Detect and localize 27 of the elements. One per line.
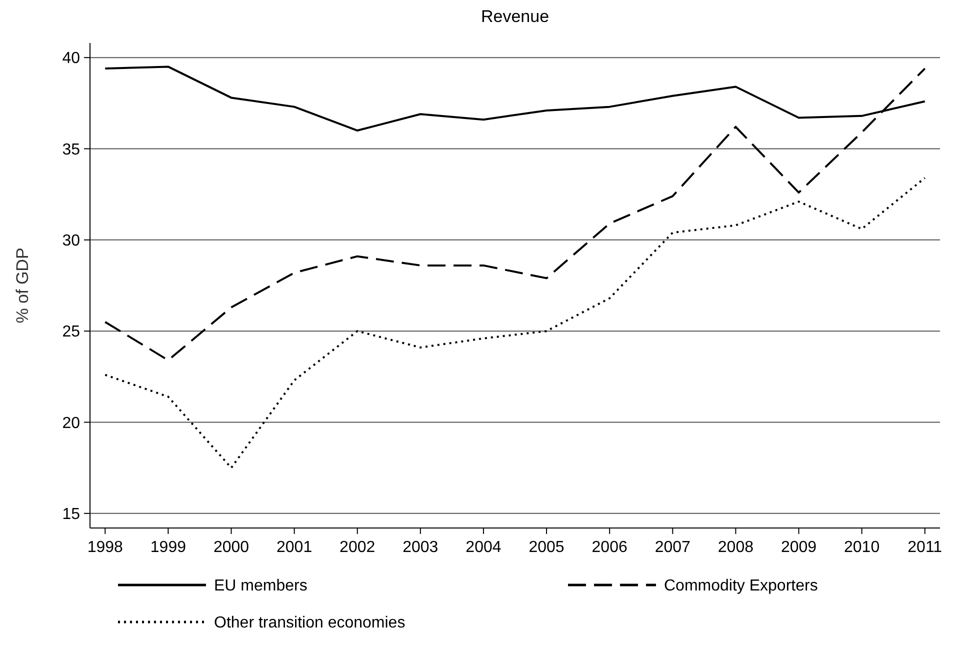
x-tick-label: 1999 — [150, 539, 186, 556]
x-tick-label: 2000 — [213, 539, 250, 556]
y-axis-title: % of GDP — [13, 248, 32, 324]
legend-label: Other transition economies — [214, 614, 406, 632]
y-tick-label: 15 — [62, 506, 80, 524]
y-tick-label: 20 — [62, 414, 80, 432]
line-series — [104, 176, 926, 469]
x-tick-label: 2004 — [466, 539, 502, 556]
y-tick-label: 25 — [62, 324, 80, 341]
legend-label: EU members — [214, 578, 308, 595]
legend-label: Commodity Exporters — [664, 578, 818, 595]
y-tick-label: 30 — [62, 232, 80, 250]
y-tick-label: 35 — [62, 141, 80, 158]
x-tick-label: 2008 — [718, 539, 754, 556]
x-tick-label: 2006 — [592, 539, 628, 556]
x-tick-label: 1998 — [87, 539, 124, 556]
y-tick-label: 40 — [62, 50, 80, 68]
chart-title: Revenue — [480, 7, 550, 26]
x-tick-label: 2001 — [276, 539, 312, 556]
x-tick-label: 2005 — [528, 539, 564, 556]
x-tick-label: 2010 — [844, 539, 880, 556]
x-tick-label: 2007 — [654, 539, 691, 556]
x-tick-label: 2003 — [402, 539, 438, 556]
x-tick-label: 2011 — [908, 539, 942, 556]
x-tick-label: 2002 — [340, 539, 376, 556]
line-series — [104, 68, 926, 362]
x-tick-label: 2009 — [780, 539, 817, 556]
